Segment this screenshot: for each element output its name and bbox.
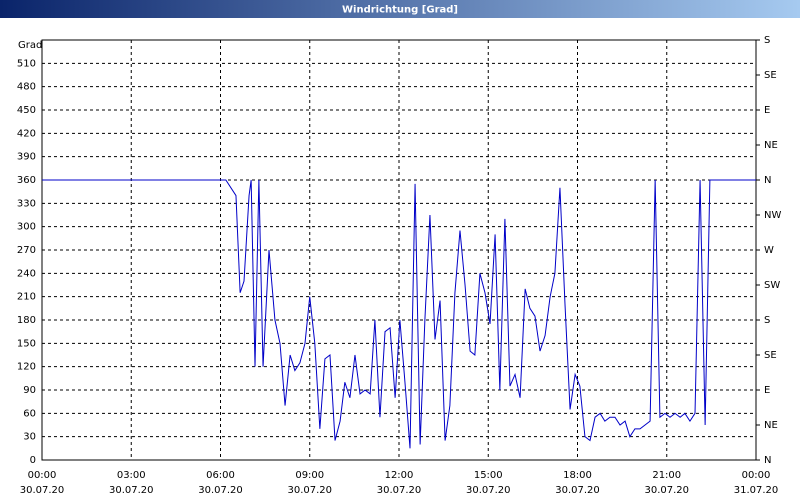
plot-frame bbox=[41, 39, 757, 461]
y-tick-label: 270 bbox=[17, 245, 36, 256]
y-tick-label: 150 bbox=[17, 338, 36, 349]
x-tick-date: 30.07.20 bbox=[555, 485, 600, 496]
data-line bbox=[42, 179, 756, 449]
x-tick-date: 30.07.20 bbox=[109, 485, 154, 496]
y2-tick-label: SW bbox=[764, 280, 780, 291]
x-tick-label: 15:00 bbox=[474, 470, 503, 481]
y-tick-label: 180 bbox=[17, 315, 36, 326]
y2-tick-label: S bbox=[764, 315, 770, 326]
y2-tick-label: NE bbox=[764, 140, 778, 151]
y-tick-label: 390 bbox=[17, 152, 36, 163]
y-tick-label: 330 bbox=[17, 198, 36, 209]
y-tick-label: 360 bbox=[17, 175, 36, 186]
y-tick-label: 120 bbox=[17, 362, 36, 373]
y-tick-label: 300 bbox=[17, 222, 36, 233]
title-bar bbox=[0, 0, 800, 18]
x-tick-label: 21:00 bbox=[652, 470, 681, 481]
x-tick-label: 12:00 bbox=[385, 470, 414, 481]
y-tick-label: 0 bbox=[30, 455, 36, 466]
y2-tick-label: W bbox=[764, 245, 774, 256]
x-tick-date: 30.07.20 bbox=[644, 485, 689, 496]
y-tick-label: 30 bbox=[23, 432, 36, 443]
x-tick-date: 30.07.20 bbox=[377, 485, 422, 496]
x-tick-label: 00:00 bbox=[742, 470, 771, 481]
x-tick-label: 18:00 bbox=[563, 470, 592, 481]
x-tick-date: 30.07.20 bbox=[466, 485, 511, 496]
y2-tick-label: SE bbox=[764, 350, 777, 361]
y-tick-label: 60 bbox=[23, 408, 36, 419]
y2-tick-label: E bbox=[764, 385, 770, 396]
y-tick-label: 90 bbox=[23, 385, 36, 396]
x-tick-label: 09:00 bbox=[295, 470, 324, 481]
x-tick-label: 06:00 bbox=[206, 470, 235, 481]
x-tick-date: 30.07.20 bbox=[198, 485, 243, 496]
chart-title: Windrichtung [Grad] bbox=[342, 5, 458, 16]
y2-tick-label: E bbox=[764, 105, 770, 116]
x-tick-date: 30.07.20 bbox=[287, 485, 332, 496]
y2-tick-label: NE bbox=[764, 420, 778, 431]
y2-tick-label: N bbox=[764, 455, 771, 466]
y-tick-label: 420 bbox=[17, 128, 36, 139]
y-tick-label: 510 bbox=[17, 58, 36, 69]
y-tick-label: 240 bbox=[17, 268, 36, 279]
x-tick-date: 30.07.20 bbox=[20, 485, 65, 496]
y-tick-label: 210 bbox=[17, 292, 36, 303]
y2-tick-label: SE bbox=[764, 70, 777, 81]
y2-tick-label: NW bbox=[764, 210, 781, 221]
y-axis-label: Grad bbox=[18, 40, 42, 51]
x-tick-date: 31.07.20 bbox=[734, 485, 779, 496]
x-tick-label: 03:00 bbox=[117, 470, 146, 481]
y2-tick-label: N bbox=[764, 175, 771, 186]
x-tick-label: 00:00 bbox=[28, 470, 57, 481]
y-tick-label: 450 bbox=[17, 105, 36, 116]
y2-tick-label: S bbox=[764, 35, 770, 46]
y-tick-label: 480 bbox=[17, 82, 36, 93]
